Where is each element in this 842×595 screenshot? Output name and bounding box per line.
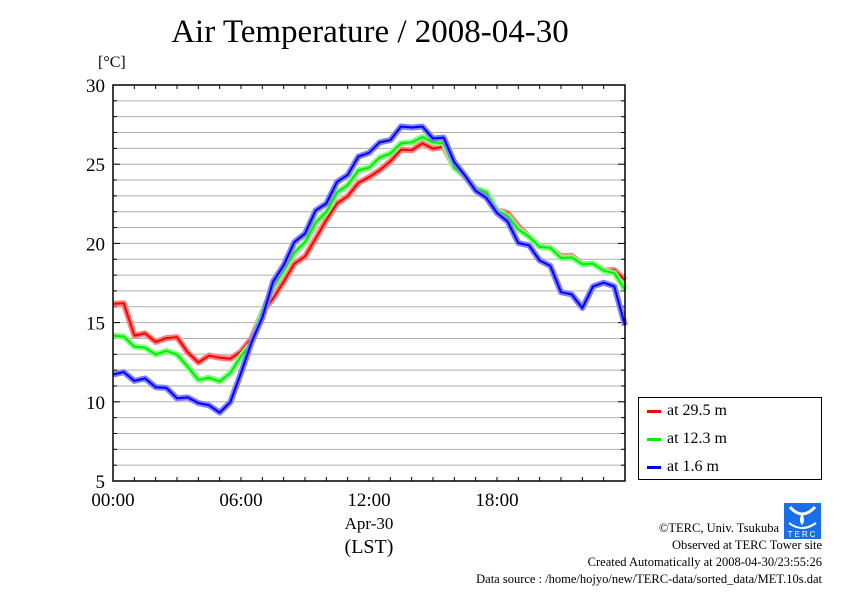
legend: at 29.5 m at 12.3 m at 1.6 m: [638, 397, 822, 480]
chart-title: Air Temperature / 2008-04-30: [171, 14, 569, 50]
legend-label: at 12.3 m: [667, 430, 727, 447]
y-axis-unit: [°C]: [98, 54, 126, 71]
legend-swatch: [647, 465, 661, 469]
y-tick-label: 10: [86, 393, 105, 414]
x-tick-label: 18:00: [475, 490, 518, 511]
legend-item-29-5m: at 29.5 m: [647, 402, 727, 420]
series-line-1: [112, 135, 626, 383]
x-axis-label: Apr-30: [344, 514, 394, 533]
series-line-2: [112, 125, 626, 414]
legend-label: at 1.6 m: [667, 458, 719, 475]
svg-text:TERC: TERC: [788, 530, 818, 539]
y-tick-label: 20: [86, 234, 105, 255]
legend-swatch: [647, 437, 661, 441]
y-tick-label: 5: [96, 472, 106, 493]
legend-swatch: [647, 409, 661, 413]
legend-item-12-3m: at 12.3 m: [647, 430, 727, 448]
copyright-text: ©TERC, Univ. Tsukuba: [658, 521, 779, 535]
series-line-0: [112, 142, 626, 364]
terc-logo: TERC: [784, 503, 821, 539]
legend-label: at 29.5 m: [667, 402, 727, 419]
x-tick-label: 06:00: [219, 490, 262, 511]
observed-text: Observed at TERC Tower site: [671, 538, 822, 552]
y-tick-label: 15: [86, 314, 105, 335]
plot-frame: [112, 84, 626, 482]
x-axis-label-lst: (LST): [344, 536, 394, 558]
x-tick-label: 12:00: [347, 490, 390, 511]
data-source-text: Data source : /home/hojyo/new/TERC-data/…: [476, 572, 822, 586]
created-text: Created Automatically at 2008-04-30/23:5…: [587, 555, 822, 569]
y-tick-label: 25: [86, 155, 105, 176]
legend-item-1-6m: at 1.6 m: [647, 458, 719, 476]
x-tick-label: 00:00: [91, 490, 134, 511]
y-tick-label: 30: [86, 76, 105, 97]
